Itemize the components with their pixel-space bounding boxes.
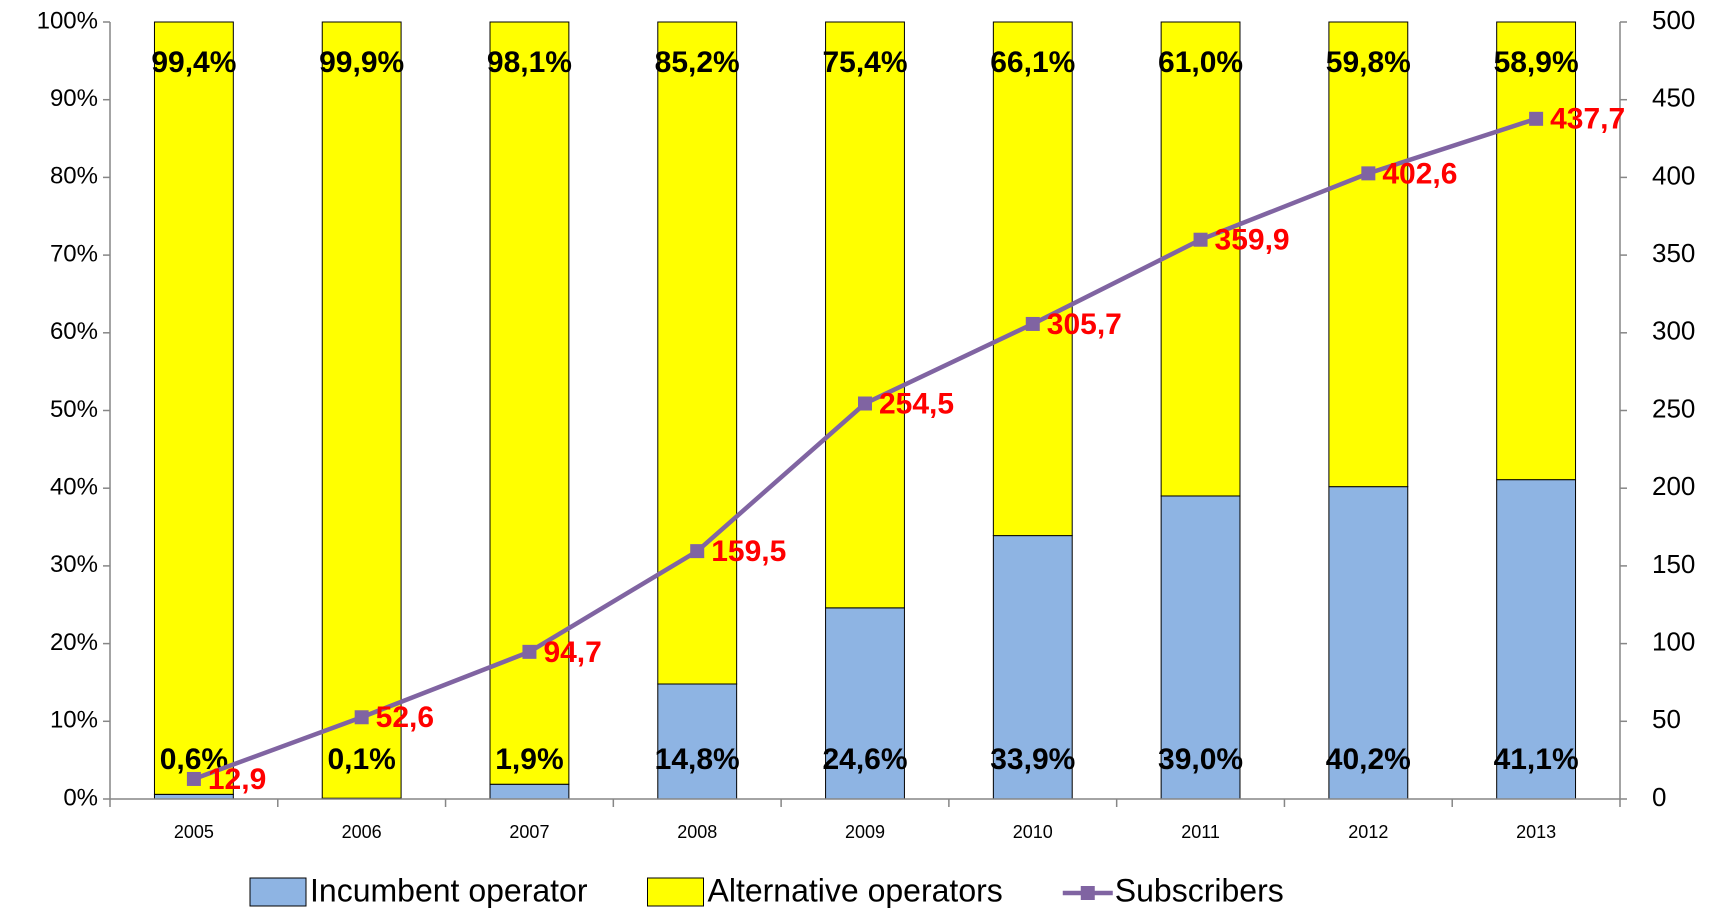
x-tick-label: 2005 xyxy=(174,822,214,842)
y2-tick-label: 0 xyxy=(1652,782,1666,812)
line-data-label: 94,7 xyxy=(543,636,601,669)
y-tick-label: 50% xyxy=(50,396,98,423)
data-label: 85,2% xyxy=(655,46,740,79)
bar-segment xyxy=(992,21,1073,537)
x-tick-label: 2006 xyxy=(342,822,382,842)
data-label: 58,9% xyxy=(1494,46,1579,79)
bar-segment xyxy=(321,21,402,799)
data-label: 41,1% xyxy=(1494,743,1579,776)
data-label: 0,1% xyxy=(327,743,395,776)
data-label: 99,4% xyxy=(151,46,236,79)
data-label: 14,8% xyxy=(655,743,740,776)
legend-label: Incumbent operator xyxy=(310,872,588,908)
y-tick-label: 90% xyxy=(50,85,98,112)
data-label: 66,1% xyxy=(990,46,1075,79)
bar-segment xyxy=(825,21,905,609)
bar-segment xyxy=(657,683,738,800)
line-marker xyxy=(1193,232,1208,247)
line-data-label: 305,7 xyxy=(1047,308,1122,341)
y-tick-label: 80% xyxy=(50,163,98,190)
bar-segment xyxy=(1496,479,1577,800)
line-marker xyxy=(690,544,705,559)
line-data-label: 402,6 xyxy=(1382,157,1457,190)
data-label: 1,9% xyxy=(495,743,563,776)
line-data-label: 359,9 xyxy=(1215,224,1290,257)
data-label: 61,0% xyxy=(1158,46,1243,79)
line-data-label: 52,6 xyxy=(376,701,434,734)
y2-tick-label: 300 xyxy=(1652,316,1695,346)
y-tick-label: 100% xyxy=(37,7,98,34)
data-label: 39,0% xyxy=(1158,743,1243,776)
line-marker xyxy=(1529,111,1544,126)
y2-tick-label: 250 xyxy=(1652,393,1695,423)
line-data-label: 437,7 xyxy=(1550,103,1625,136)
x-tick-label: 2007 xyxy=(509,822,549,842)
y-tick-label: 30% xyxy=(50,551,98,578)
line-marker xyxy=(1361,166,1376,181)
x-tick-label: 2011 xyxy=(1181,822,1220,842)
bar-segment xyxy=(489,783,570,800)
line-marker xyxy=(1025,316,1040,331)
y2-tick-label: 150 xyxy=(1652,549,1695,579)
x-tick-label: 2008 xyxy=(677,822,717,842)
y2-tick-label: 450 xyxy=(1652,83,1695,113)
data-label: 75,4% xyxy=(822,46,907,79)
y2-tick-label: 200 xyxy=(1652,471,1695,501)
y-tick-label: 10% xyxy=(50,707,98,734)
y-tick-label: 40% xyxy=(50,474,98,501)
legend-swatch xyxy=(249,877,307,907)
line-data-label: 12,9 xyxy=(208,763,266,796)
bar-segment xyxy=(657,21,738,685)
line-marker xyxy=(186,771,201,786)
bar-segment xyxy=(153,21,234,795)
line-data-label: 254,5 xyxy=(879,387,954,420)
data-label: 99,9% xyxy=(319,46,404,79)
x-tick-label: 2010 xyxy=(1013,822,1053,842)
x-tick-label: 2013 xyxy=(1516,822,1556,842)
y-tick-label: 70% xyxy=(50,240,98,267)
y2-tick-label: 400 xyxy=(1652,160,1695,190)
bar-segment xyxy=(1328,486,1409,800)
line-data-label: 159,5 xyxy=(711,535,786,568)
bar-segment xyxy=(1328,21,1409,488)
data-label: 24,6% xyxy=(822,743,907,776)
y-tick-label: 20% xyxy=(50,629,98,656)
y2-tick-label: 500 xyxy=(1652,5,1695,35)
bar-segment xyxy=(1160,21,1241,497)
legend-swatch-marker xyxy=(1080,886,1095,900)
x-tick-label: 2012 xyxy=(1348,822,1388,842)
bar-segment xyxy=(489,21,570,785)
line-marker xyxy=(354,710,369,725)
legend-label: Alternative operators xyxy=(708,872,1003,908)
line-marker xyxy=(858,396,872,411)
data-label: 59,8% xyxy=(1326,46,1411,79)
bar-segment xyxy=(1160,495,1241,800)
legend-swatch xyxy=(647,877,704,907)
x-tick-label: 2009 xyxy=(845,822,885,842)
legend-label: Subscribers xyxy=(1115,872,1284,908)
data-label: 40,2% xyxy=(1326,743,1411,776)
line-marker xyxy=(522,644,537,659)
bar-segment xyxy=(992,535,1073,800)
y2-tick-label: 50 xyxy=(1652,704,1681,734)
bar-segment xyxy=(825,607,905,800)
y-tick-label: 60% xyxy=(50,318,98,345)
y2-tick-label: 350 xyxy=(1652,238,1695,268)
bar-segment xyxy=(1496,21,1577,481)
data-label: 33,9% xyxy=(990,743,1075,776)
data-label: 98,1% xyxy=(487,46,572,79)
y-tick-label: 0% xyxy=(63,784,98,811)
y2-tick-label: 100 xyxy=(1652,626,1695,656)
